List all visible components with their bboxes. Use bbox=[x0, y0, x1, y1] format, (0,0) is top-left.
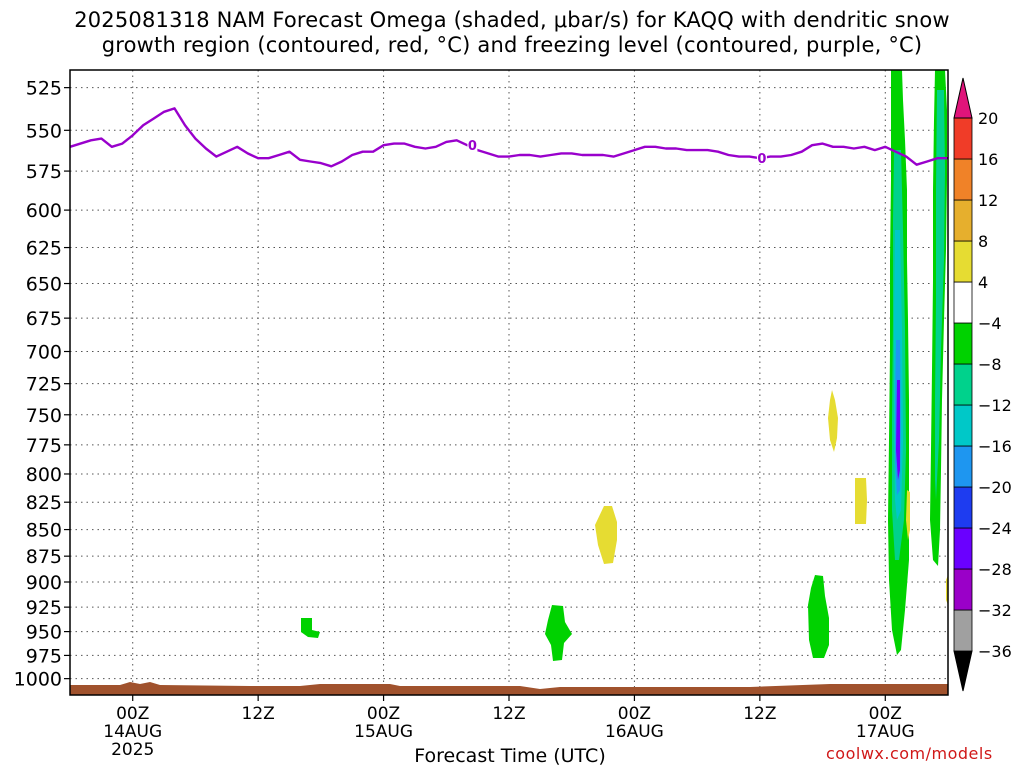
omega-region bbox=[896, 380, 900, 480]
freezing-level-label: 0 bbox=[757, 152, 766, 167]
colorbar-segment bbox=[953, 363, 973, 406]
x-tick-label: 00Z bbox=[618, 704, 651, 724]
x-tick-label: 12Z bbox=[743, 704, 776, 724]
y-tick-label: 1000 bbox=[14, 669, 62, 691]
y-tick-label: 550 bbox=[26, 120, 62, 142]
colorbar-segment bbox=[953, 527, 973, 570]
y-tick-label: 825 bbox=[26, 492, 62, 514]
colorbar-label: −24 bbox=[978, 519, 1012, 538]
colorbar-segment bbox=[953, 568, 973, 611]
y-tick-label: 750 bbox=[26, 405, 62, 427]
y-tick-label: 975 bbox=[26, 645, 62, 667]
colorbar-arrow-top bbox=[953, 77, 973, 119]
omega-region bbox=[906, 490, 910, 540]
grid-lines bbox=[70, 70, 948, 695]
plot-area: 00 bbox=[69, 70, 948, 695]
colorbar-segment bbox=[953, 240, 973, 283]
freezing-level-label-bg bbox=[756, 151, 767, 165]
colorbar-label: −4 bbox=[978, 314, 1002, 333]
x-tick-label: 00Z bbox=[367, 704, 400, 724]
omega-region bbox=[595, 506, 617, 564]
colorbar-label: 8 bbox=[978, 232, 988, 251]
y-tick-label: 525 bbox=[26, 78, 62, 100]
colorbar: −36 −32 −28 −24 −20 −16 −12 −8 −4 4 8 12 16 20 bbox=[953, 77, 1012, 692]
omega-region bbox=[808, 575, 829, 658]
colorbar-label: −32 bbox=[978, 601, 1012, 620]
x-tick-label: 14AUG bbox=[103, 722, 162, 742]
colorbar-label: 12 bbox=[978, 191, 998, 210]
omega-region bbox=[855, 478, 867, 524]
freezing-level-label-bg bbox=[467, 138, 478, 152]
colorbar-label: −8 bbox=[978, 355, 1002, 374]
y-axis: 525 550 575 600 625 650 675 700 725 750 775 800 825 8… bbox=[14, 78, 70, 691]
x-tick-label: 12Z bbox=[492, 704, 525, 724]
y-tick-label: 575 bbox=[26, 161, 62, 183]
colorbar-segment bbox=[953, 199, 973, 242]
x-tick-label: 15AUG bbox=[354, 722, 413, 742]
colorbar-segment bbox=[953, 404, 973, 447]
colorbar-label: −36 bbox=[978, 642, 1012, 661]
chart-title-line-1: 2025081318 NAM Forecast Omega (shaded, μ… bbox=[74, 8, 950, 32]
y-tick-label: 950 bbox=[26, 622, 62, 644]
colorbar-label: 4 bbox=[978, 273, 988, 292]
watermark: coolwx.com/models bbox=[826, 744, 993, 763]
colorbar-label: −16 bbox=[978, 437, 1012, 456]
colorbar-segment bbox=[953, 322, 973, 365]
plot-background bbox=[70, 70, 948, 695]
freezing-level-label: 0 bbox=[468, 139, 477, 154]
y-tick-label: 800 bbox=[26, 464, 62, 486]
colorbar-segment bbox=[953, 281, 973, 324]
colorbar-label: 16 bbox=[978, 150, 998, 169]
y-tick-label: 625 bbox=[26, 238, 62, 260]
colorbar-label: −12 bbox=[978, 396, 1012, 415]
colorbar-label: −28 bbox=[978, 560, 1012, 579]
y-tick-label: 700 bbox=[26, 341, 62, 363]
colorbar-segment bbox=[953, 445, 973, 488]
colorbar-segment bbox=[953, 486, 973, 529]
y-tick-label: 875 bbox=[26, 546, 62, 568]
x-tick-label: 12Z bbox=[242, 704, 275, 724]
y-tick-label: 925 bbox=[26, 597, 62, 619]
x-tick-label: 00Z bbox=[869, 704, 902, 724]
omega-region bbox=[301, 618, 320, 638]
y-tick-label: 775 bbox=[26, 435, 62, 457]
y-tick-label: 725 bbox=[26, 374, 62, 396]
chart-title: 2025081318 NAM Forecast Omega (shaded, μ… bbox=[0, 8, 1024, 58]
x-tick-label: 00Z bbox=[116, 704, 149, 724]
colorbar-label: −20 bbox=[978, 478, 1012, 497]
freezing-level-line bbox=[69, 107, 948, 168]
y-tick-label: 650 bbox=[26, 274, 62, 296]
y-tick-label: 850 bbox=[26, 520, 62, 542]
omega-shading bbox=[301, 70, 948, 661]
chart-title-line-2: growth region (contoured, red, °C) and f… bbox=[101, 33, 923, 57]
omega-region bbox=[545, 605, 572, 661]
y-tick-label: 675 bbox=[26, 308, 62, 330]
x-axis-label: Forecast Time (UTC) bbox=[414, 745, 606, 767]
colorbar-arrow-bottom bbox=[953, 650, 973, 692]
x-tick-label: 2025 bbox=[111, 740, 154, 760]
surface-terrain bbox=[70, 682, 948, 695]
y-tick-label: 600 bbox=[26, 200, 62, 222]
y-tick-label: 900 bbox=[26, 572, 62, 594]
omega-region bbox=[935, 90, 945, 500]
colorbar-segment bbox=[953, 158, 973, 201]
colorbar-label: 20 bbox=[978, 109, 998, 128]
colorbar-segment bbox=[953, 117, 973, 160]
x-tick-label: 16AUG bbox=[605, 722, 664, 742]
colorbar-segment bbox=[953, 609, 973, 652]
omega-region bbox=[828, 390, 838, 452]
x-tick-label: 17AUG bbox=[856, 722, 915, 742]
